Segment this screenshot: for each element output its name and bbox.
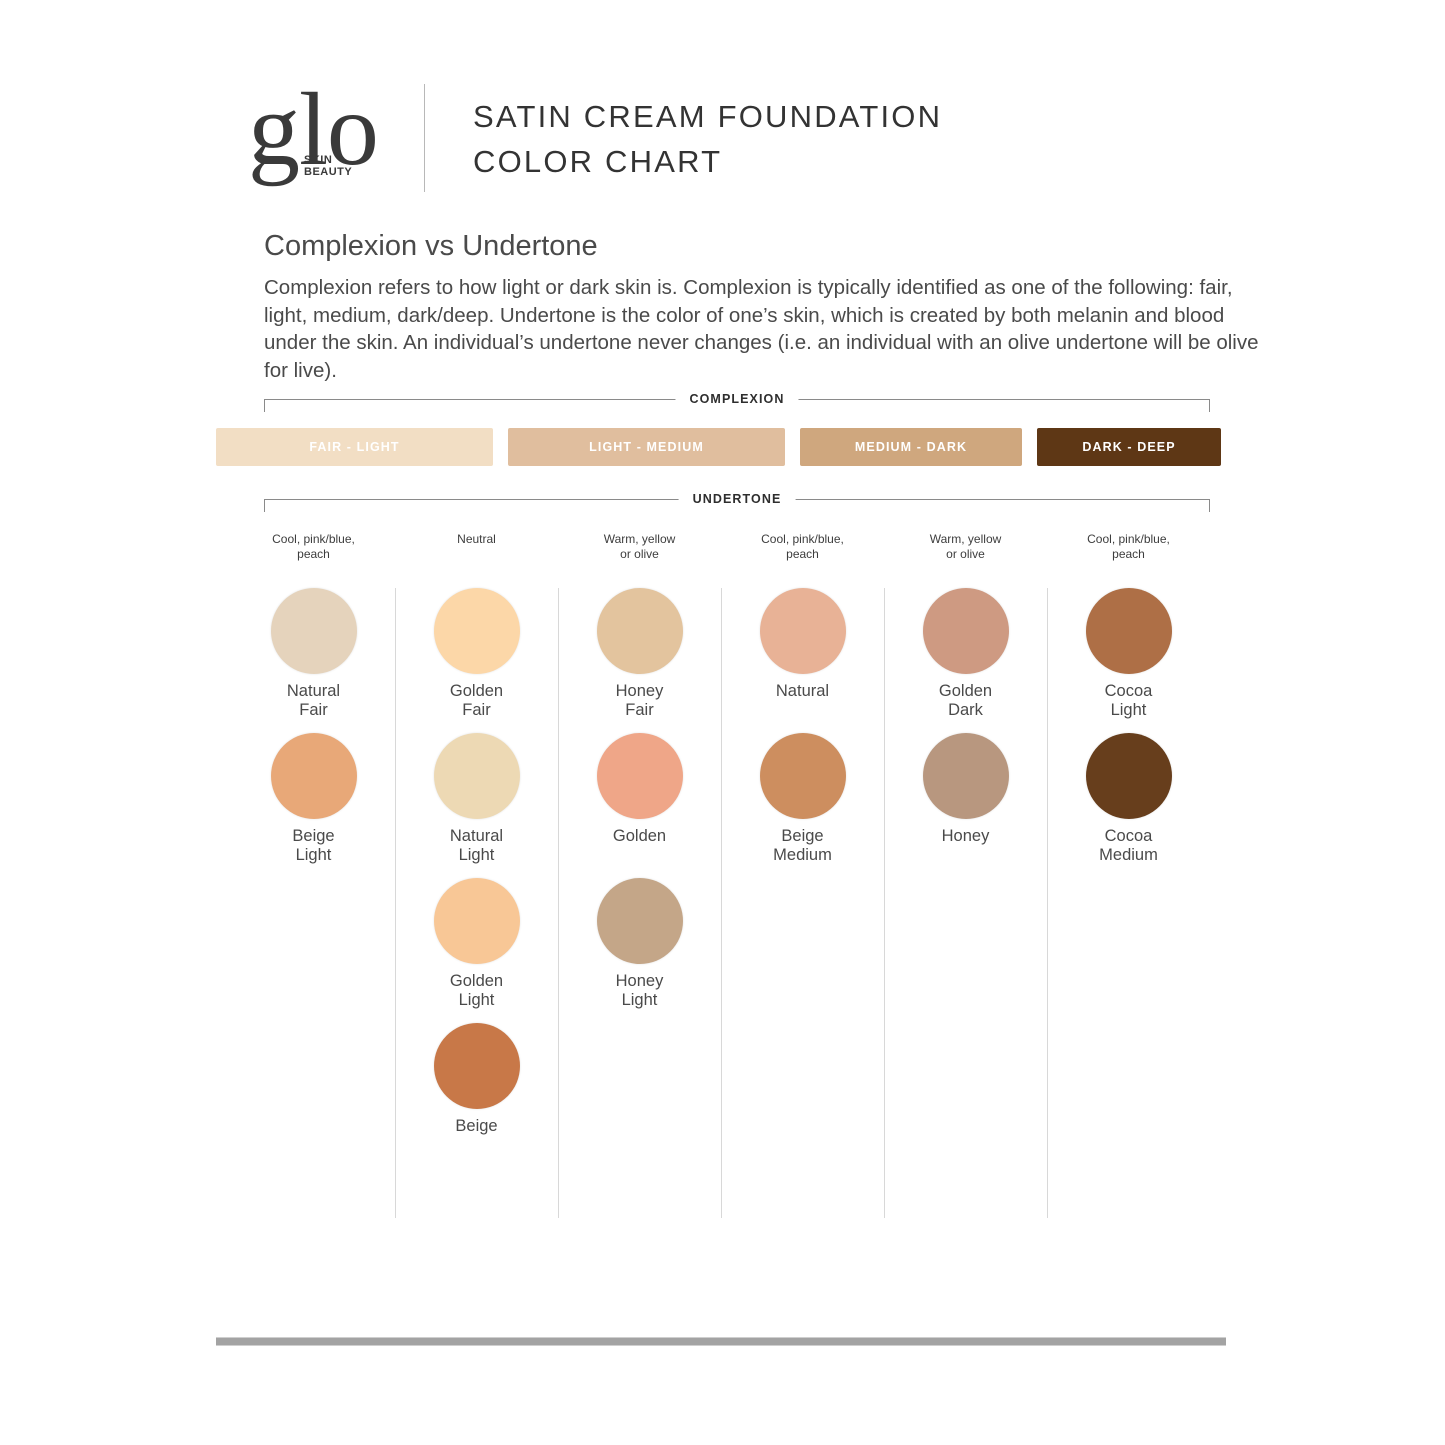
shade-swatch: [270, 588, 357, 674]
complexion-bar-1: LIGHT - MEDIUM: [508, 428, 785, 466]
complexion-bracket: COMPLEXION: [264, 390, 1210, 412]
undertone-column-head-3: Cool, pink/blue, peach: [761, 532, 844, 561]
shade-swatch-cell-empty: [1086, 878, 1172, 1023]
shade-swatch-cell-empty: [760, 878, 846, 1023]
shade-swatch-cell: Beige Light: [270, 733, 357, 878]
page-title-line2: COLOR CHART: [473, 144, 723, 179]
undertone-column-head-5: Cool, pink/blue, peach: [1087, 532, 1170, 561]
shade-column-4: Golden Dark Honey: [884, 588, 1047, 1218]
shade-swatch: [1085, 733, 1172, 819]
shade-swatch: [922, 733, 1009, 819]
glo-logo: glo SKIN BEAUTY: [248, 78, 398, 198]
complexion-bracket-label: COMPLEXION: [675, 390, 799, 408]
complexion-bar-2: MEDIUM - DARK: [800, 428, 1022, 466]
logo-subtext: SKIN BEAUTY: [304, 154, 352, 178]
shade-swatch-label: Golden Fair: [449, 682, 504, 719]
complexion-bar-0: FAIR - LIGHT: [216, 428, 493, 466]
shade-swatch-cell-empty: [597, 1023, 683, 1168]
shade-swatch: [433, 1023, 520, 1109]
shade-swatch-label: Golden: [612, 827, 667, 845]
shade-swatch: [759, 588, 846, 674]
complexion-bar-label: LIGHT - MEDIUM: [589, 440, 704, 454]
shade-swatch-label: Natural Fair: [286, 682, 341, 719]
shade-swatch-cell: Cocoa Light: [1085, 588, 1172, 733]
undertone-column-head-1: Neutral: [457, 532, 496, 546]
shade-swatch-label: Golden Dark: [938, 682, 993, 719]
shade-swatch-cell-empty: [923, 1023, 1009, 1168]
shade-swatch-grid: Natural Fair Beige Light Golden Fair Natura…: [232, 588, 1210, 1218]
shade-swatch-cell: Cocoa Medium: [1085, 733, 1172, 878]
shade-column-5: Cocoa Light Cocoa Medium: [1047, 588, 1210, 1218]
shade-swatch-cell: Honey: [922, 733, 1009, 878]
shade-swatch-label: Beige Medium: [773, 827, 832, 864]
shade-column-3: Natural Beige Medium: [721, 588, 884, 1218]
logo-wordmark: glo: [248, 72, 379, 187]
page-header: glo SKIN BEAUTY SATIN CREAM FOUNDATION C…: [248, 78, 942, 198]
shade-swatch-cell: Natural: [759, 588, 846, 733]
shade-swatch-cell: Natural Light: [433, 733, 520, 878]
shade-swatch: [433, 733, 520, 819]
undertone-bracket: UNDERTONE: [264, 490, 1210, 512]
shade-swatch-cell: Honey Light: [596, 878, 683, 1023]
undertone-column-head-0: Cool, pink/blue, peach: [272, 532, 355, 561]
complexion-bar-label: DARK - DEEP: [1082, 440, 1176, 454]
shade-swatch: [433, 588, 520, 674]
shade-swatch: [596, 878, 683, 964]
shade-swatch-cell: Golden Dark: [922, 588, 1009, 733]
shade-swatch: [759, 733, 846, 819]
shade-swatch-label: Honey Light: [615, 972, 664, 1009]
complexion-bar-group: FAIR - LIGHT LIGHT - MEDIUM MEDIUM - DARK D…: [216, 428, 1221, 466]
shade-column-2: Honey Fair Golden Honey Light: [558, 588, 721, 1218]
shade-swatch-cell: Beige Medium: [759, 733, 846, 878]
shade-swatch-cell: Golden Light: [433, 878, 520, 1023]
footer-divider: [216, 1337, 1226, 1346]
undertone-column-head-4: Warm, yellow or olive: [929, 532, 1002, 561]
shade-column-1: Golden Fair Natural Light Golden Light Beig…: [395, 588, 558, 1218]
shade-swatch-cell-empty: [271, 878, 357, 1023]
shade-swatch-cell: Beige: [433, 1023, 520, 1168]
shade-column-0: Natural Fair Beige Light: [232, 588, 395, 1218]
complexion-bar-label: FAIR - LIGHT: [309, 440, 400, 454]
intro-body: Complexion refers to how light or dark s…: [264, 276, 1259, 382]
shade-swatch: [596, 588, 683, 674]
logo-subtext-line2: BEAUTY: [304, 166, 353, 178]
shade-swatch-label: Cocoa Light: [1104, 682, 1153, 719]
shade-swatch-label: Beige Light: [292, 827, 335, 864]
shade-swatch-cell-empty: [271, 1023, 357, 1168]
shade-swatch-cell-empty: [1086, 1023, 1172, 1168]
shade-swatch-label: Natural Light: [449, 827, 504, 864]
undertone-column-head-2: Warm, yellow or olive: [603, 532, 676, 561]
shade-swatch-label: Honey: [941, 827, 990, 845]
complexion-bar-label: MEDIUM - DARK: [854, 440, 968, 454]
shade-swatch-label: Cocoa Medium: [1099, 827, 1158, 864]
shade-swatch: [596, 733, 683, 819]
shade-swatch-label: Natural: [775, 682, 830, 700]
shade-swatch-cell: Natural Fair: [270, 588, 357, 733]
shade-swatch: [270, 733, 357, 819]
header-divider: [424, 84, 425, 192]
intro-section: Complexion vs Undertone Complexion refer…: [264, 228, 1264, 384]
shade-swatch-label: Honey Fair: [615, 682, 664, 719]
undertone-bracket-label: UNDERTONE: [678, 490, 796, 508]
shade-swatch-label: Golden Light: [449, 972, 504, 1009]
intro-heading: Complexion vs Undertone: [264, 230, 598, 262]
shade-swatch-label: Beige: [455, 1117, 498, 1135]
shade-swatch-cell-empty: [760, 1023, 846, 1168]
undertone-header-row: Cool, pink/blue, peach Neutral Warm, yello…: [232, 532, 1210, 562]
page-title-line1: SATIN CREAM FOUNDATION: [473, 99, 943, 134]
shade-swatch-cell: Golden Fair: [433, 588, 520, 733]
shade-swatch: [1085, 588, 1172, 674]
shade-swatch: [433, 878, 520, 964]
shade-swatch-cell: Honey Fair: [596, 588, 683, 733]
logo-subtext-line1: SKIN: [304, 154, 333, 166]
shade-swatch-cell-empty: [923, 878, 1009, 1023]
shade-swatch: [922, 588, 1009, 674]
page-title: SATIN CREAM FOUNDATION COLOR CHART: [473, 78, 942, 184]
shade-swatch-cell: Golden: [596, 733, 683, 878]
complexion-bar-3: DARK - DEEP: [1037, 428, 1221, 466]
